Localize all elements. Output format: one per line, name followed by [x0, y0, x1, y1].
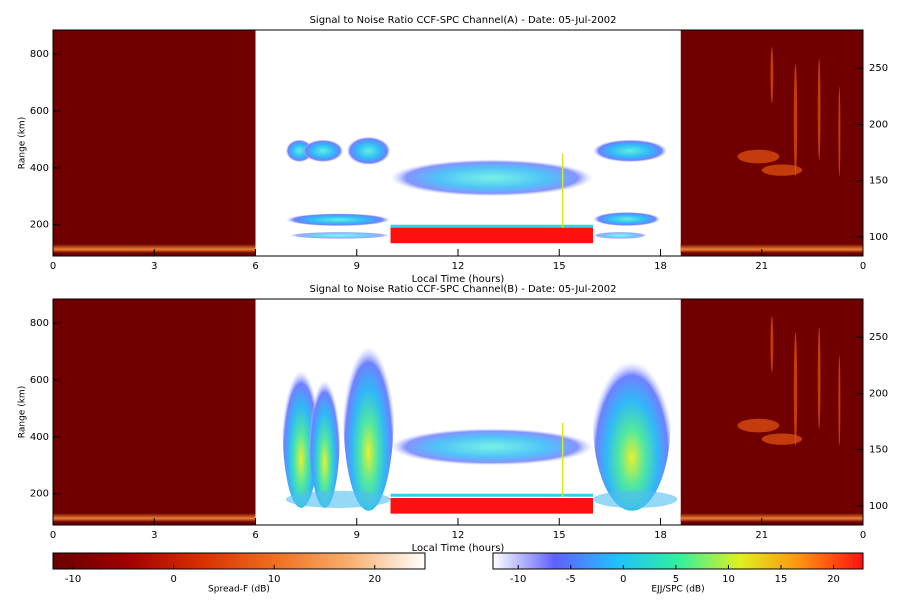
x-tick-label: 6 — [252, 261, 258, 272]
y-tick-label: 800 — [30, 49, 49, 60]
eej-edge — [390, 224, 593, 228]
eej-band — [390, 497, 593, 514]
colorbar-tick-label: 5 — [673, 574, 679, 585]
spread-f-echo — [838, 355, 841, 446]
colorbar-tick-label: 20 — [368, 574, 381, 585]
echo — [593, 231, 647, 239]
echo — [346, 136, 391, 166]
y-tick-label: 600 — [30, 375, 49, 386]
x-tick-label: 0 — [860, 261, 866, 272]
echo — [593, 334, 671, 511]
y-tick-label: 200 — [30, 220, 49, 231]
y-tick-label: 400 — [30, 163, 49, 174]
y2-tick-label: 200 — [869, 388, 888, 399]
colorbar-label: EJJ/SPC (dB) — [651, 585, 704, 595]
y2-tick-label: 150 — [869, 176, 888, 187]
x-tick-label: 0 — [50, 530, 56, 541]
spread-f-floor — [53, 513, 256, 522]
x-tick-label: 0 — [860, 530, 866, 541]
spread-f-echo — [761, 433, 803, 445]
spread-f-echo — [817, 58, 821, 160]
spread-f-region — [53, 30, 256, 256]
x-tick-label: 0 — [50, 261, 56, 272]
y-axis-label: Range (km) — [18, 117, 28, 169]
x-tick-label: 9 — [354, 530, 360, 541]
x-axis-label: Local Time (hours) — [412, 274, 505, 285]
y-axis-label: Range (km) — [18, 386, 28, 438]
spread-f-echo — [793, 332, 798, 446]
panel-title: Signal to Noise Ratio CCF-SPC Channel(A)… — [310, 15, 617, 26]
y2-tick-label: 150 — [869, 445, 888, 456]
colorbar-tick-label: -10 — [65, 574, 81, 585]
y2-tick-label: 250 — [869, 63, 888, 74]
x-tick-label: 6 — [252, 530, 258, 541]
spread-f-floor — [680, 513, 863, 522]
x-tick-label: 12 — [452, 261, 465, 272]
x-axis-label: Local Time (hours) — [412, 543, 505, 554]
colorbar-tick-label: 20 — [827, 574, 840, 585]
echo — [390, 159, 593, 197]
x-tick-label: 18 — [654, 530, 667, 541]
colorbar-tick-label: 10 — [722, 574, 735, 585]
spread-f-echo — [793, 63, 798, 177]
spread-f-echo — [761, 164, 803, 176]
y-tick-label: 400 — [30, 432, 49, 443]
colorbar-tick-label: 0 — [620, 574, 626, 585]
x-tick-label: 9 — [354, 261, 360, 272]
eej-band — [390, 227, 593, 244]
echo — [285, 213, 391, 227]
spread-f-region — [53, 299, 256, 525]
colorbar — [52, 552, 426, 570]
echo — [343, 317, 394, 511]
echo — [593, 139, 668, 163]
x-tick-label: 21 — [755, 261, 768, 272]
echo — [309, 357, 340, 508]
spread-f-floor — [53, 244, 256, 253]
x-tick-label: 12 — [452, 530, 465, 541]
x-tick-label: 15 — [553, 530, 566, 541]
x-tick-label: 3 — [151, 530, 157, 541]
echo — [302, 139, 344, 163]
echo — [285, 490, 391, 508]
y-tick-label: 800 — [30, 318, 49, 329]
heatmap — [53, 30, 863, 256]
eej-edge — [390, 493, 593, 497]
spread-f-echo — [737, 418, 780, 433]
colorbar-label: Spread-F (dB) — [208, 585, 270, 595]
x-tick-label: 18 — [654, 261, 667, 272]
spread-f-echo — [770, 46, 774, 104]
colorbar — [492, 552, 864, 570]
colorbar-tick-label: -10 — [510, 574, 526, 585]
panel-title: Signal to Noise Ratio CCF-SPC Channel(B)… — [310, 284, 617, 295]
echo — [282, 345, 320, 508]
y2-tick-label: 100 — [869, 232, 888, 243]
spread-f-echo — [838, 86, 841, 177]
colorbar-tick-label: 0 — [170, 574, 176, 585]
echo — [289, 231, 391, 239]
spread-f-echo — [737, 149, 780, 164]
spread-f-echo — [817, 327, 821, 429]
x-tick-label: 3 — [151, 261, 157, 272]
colorbar-tick-label: 15 — [775, 574, 788, 585]
x-tick-label: 15 — [553, 261, 566, 272]
y-tick-label: 600 — [30, 106, 49, 117]
x-tick-label: 21 — [755, 530, 768, 541]
y2-tick-label: 250 — [869, 332, 888, 343]
y2-tick-label: 100 — [869, 501, 888, 512]
colorbar-tick-label: -5 — [566, 574, 576, 585]
spread-f-floor — [680, 244, 863, 253]
y2-tick-label: 200 — [869, 119, 888, 130]
y-tick-label: 200 — [30, 489, 49, 500]
colorbar-tick-label: 10 — [268, 574, 281, 585]
echo — [390, 428, 593, 466]
echo — [593, 211, 661, 227]
spread-f-echo — [770, 315, 774, 373]
echo — [593, 490, 678, 508]
heatmap — [53, 299, 863, 525]
